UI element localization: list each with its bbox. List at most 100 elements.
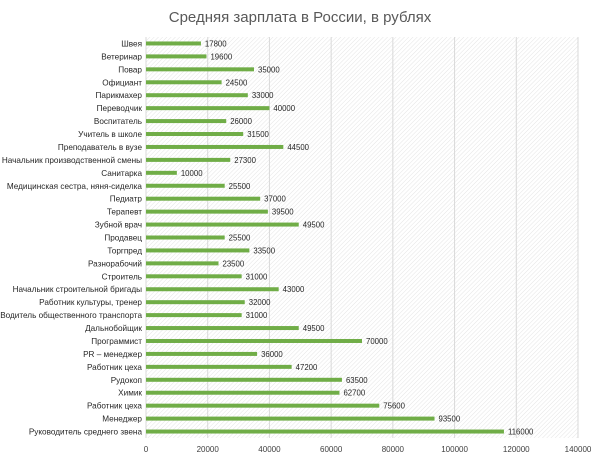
x-tick-label: 0 [144,445,149,454]
chart-title: Средняя зарплата в России, в рублях [169,9,432,26]
bar [146,222,299,227]
bar [146,106,270,111]
data-label: 27300 [234,156,256,165]
data-label: 35000 [258,65,280,74]
category-label: Начальник строительной бригады [13,285,142,294]
bar [146,209,268,214]
category-label: Преподаватель в вузе [58,143,143,152]
category-label: Переводчик [97,104,143,113]
data-label: 31000 [246,311,268,320]
bar [146,351,258,356]
bar [146,429,504,434]
data-label: 63500 [346,376,368,385]
bar [146,261,219,266]
data-label: 70000 [366,337,388,346]
bar [146,80,222,85]
category-label: Разнорабочий [88,259,142,268]
category-label: Официант [102,78,142,87]
data-label: 62700 [343,389,365,398]
data-label: 32000 [249,298,271,307]
data-label: 49500 [303,324,325,333]
data-label: 37000 [264,195,286,204]
category-label: Швея [121,39,142,48]
bar [146,390,340,395]
data-label: 10000 [181,169,203,178]
x-tick-label: 20000 [197,445,220,454]
category-label: Парикмахер [96,91,143,100]
data-label: 93500 [439,415,461,424]
category-label: Руководитель среднего звена [29,428,143,437]
bar [146,157,231,162]
data-label: 31500 [247,130,269,139]
bar [146,132,244,137]
data-label: 116000 [508,428,534,437]
x-tick-label: 40000 [258,445,281,454]
bar [146,248,250,253]
bar [146,300,245,305]
category-label: Терапевт [107,208,142,217]
category-label: Работник цеха [87,363,142,372]
x-tick-label: 80000 [382,445,405,454]
bar [146,67,254,72]
bar [146,170,177,175]
data-label: 44500 [287,143,309,152]
category-label: Санитарка [101,169,142,178]
data-label: 36000 [261,350,283,359]
bar [146,196,261,201]
category-label: Программист [91,337,142,346]
x-tick-label: 140000 [565,445,592,454]
data-label: 25500 [229,234,251,243]
category-label: Зубной врач [95,221,142,230]
bar [146,403,380,408]
data-label: 47200 [296,363,318,372]
data-label: 49500 [303,221,325,230]
bar [146,235,225,240]
category-label: Рудокоп [111,376,142,385]
data-label: 39500 [272,208,294,217]
bar [146,274,242,279]
category-label: Воспитатель [94,117,142,126]
data-label: 24500 [226,78,248,87]
category-label: Строитель [102,272,142,281]
category-label: Продавец [104,234,142,243]
category-label: Работник цеха [87,402,142,411]
x-tick-label: 60000 [320,445,343,454]
bar [146,416,435,421]
x-tick-label: 120000 [503,445,530,454]
bar [146,41,201,46]
category-label: Торгпред [107,246,142,255]
bar [146,338,362,343]
x-tick-label: 100000 [441,445,468,454]
category-label: Работник культуры, тренер [39,298,142,307]
category-label: PR – менеджер [83,350,142,359]
bar [146,119,227,124]
bar [146,326,299,331]
data-label: 33500 [253,246,275,255]
data-label: 26000 [230,117,252,126]
category-label: Начальник производственной смены [2,156,142,165]
bar [146,93,248,98]
data-label: 43000 [283,285,305,294]
bars [146,41,504,434]
data-label: 19600 [210,52,232,61]
data-label: 40000 [273,104,295,113]
bar [146,183,225,188]
bar [146,54,207,59]
data-label: 31000 [246,272,268,281]
category-label: Педиатр [110,195,143,204]
bar [146,364,292,369]
category-label: Водитель общественного транспорта [0,311,142,320]
bar [146,313,242,318]
data-label: 25500 [229,182,251,191]
category-label: Химик [118,389,142,398]
data-label: 17800 [205,39,227,48]
data-labels: 17800 19600 35000 24500 33000 40000 26000 31500… [181,39,534,436]
bar [146,287,279,292]
category-label: Повар [118,65,142,74]
x-axis-ticks: 0 20000 40000 60000 80000 100000 120000 140000 [144,445,592,454]
category-label: Учитель в школе [78,130,142,139]
data-label: 75600 [383,402,405,411]
category-label: Менеджер [102,415,142,424]
bar [146,144,284,149]
